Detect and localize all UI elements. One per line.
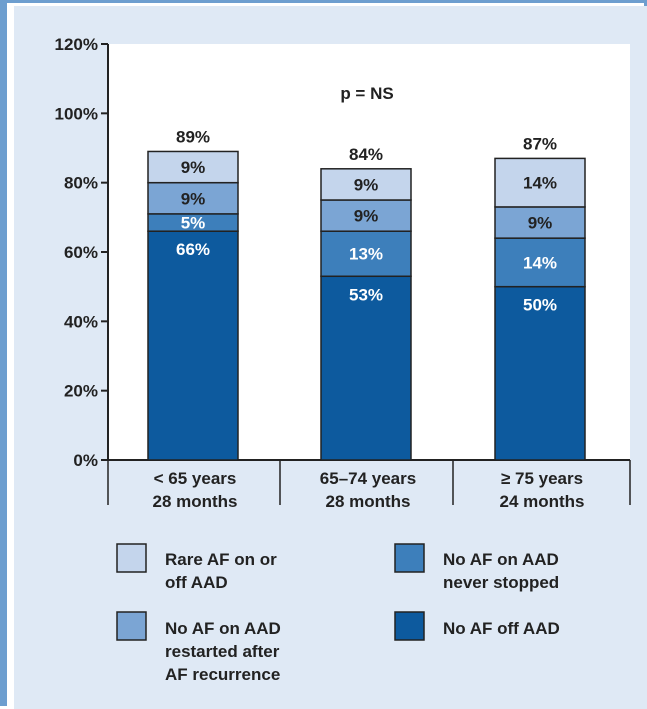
p-value-annotation: p = NS <box>340 84 393 103</box>
y-tick-label: 0% <box>73 451 98 470</box>
y-tick-label: 60% <box>64 243 98 262</box>
segment-value-label: 9% <box>181 189 206 208</box>
legend-label: off AAD <box>165 573 228 592</box>
bar-segment <box>320 230 412 278</box>
segment-value-label: 14% <box>523 174 557 193</box>
y-tick-label: 120% <box>55 35 98 54</box>
bar-segment <box>494 206 586 239</box>
x-category-label: 24 months <box>499 492 584 511</box>
bar-total-label: 84% <box>349 145 383 164</box>
legend-swatch <box>116 611 147 641</box>
segment-value-label: 66% <box>176 240 210 259</box>
legend-swatch <box>116 543 147 573</box>
legend-swatch <box>394 611 425 641</box>
segment-value-label: 14% <box>523 253 557 272</box>
bar-total-label: 89% <box>176 127 210 146</box>
segment-value-label: 13% <box>349 245 383 264</box>
bar-segment <box>147 230 239 461</box>
bar-total-label: 87% <box>523 134 557 153</box>
x-category-label: 28 months <box>152 492 237 511</box>
legend-label: AF recurrence <box>165 665 280 684</box>
legend-label: No AF off AAD <box>443 619 560 638</box>
bar-segment <box>494 157 586 208</box>
legend-label: never stopped <box>443 573 559 592</box>
legend-swatch <box>394 543 425 573</box>
x-category-label: 65–74 years <box>320 469 416 488</box>
legend-label: Rare AF on or <box>165 550 277 569</box>
x-category-label: < 65 years <box>154 469 237 488</box>
x-category-label: 28 months <box>325 492 410 511</box>
segment-value-label: 9% <box>181 158 206 177</box>
y-tick-label: 80% <box>64 174 98 193</box>
legend-label: restarted after <box>165 642 280 661</box>
bar-segment <box>494 285 586 461</box>
bar-segment <box>320 168 412 201</box>
segment-value-label: 9% <box>354 175 379 194</box>
segment-value-label: 5% <box>181 214 206 233</box>
bar-segment <box>320 199 412 232</box>
y-tick-label: 100% <box>55 104 98 123</box>
bar-segment <box>147 181 239 215</box>
segment-value-label: 50% <box>523 296 557 315</box>
segment-value-label: 53% <box>349 285 383 304</box>
x-category-label: ≥ 75 years <box>501 469 583 488</box>
legend-label: No AF on AAD <box>443 550 559 569</box>
bar-segment <box>320 275 412 461</box>
segment-value-label: 9% <box>354 207 379 226</box>
segment-value-label: 9% <box>528 214 553 233</box>
bar-segment <box>147 150 239 184</box>
y-tick-label: 40% <box>64 312 98 331</box>
legend-label: No AF on AAD <box>165 619 281 638</box>
y-tick-label: 20% <box>64 382 98 401</box>
